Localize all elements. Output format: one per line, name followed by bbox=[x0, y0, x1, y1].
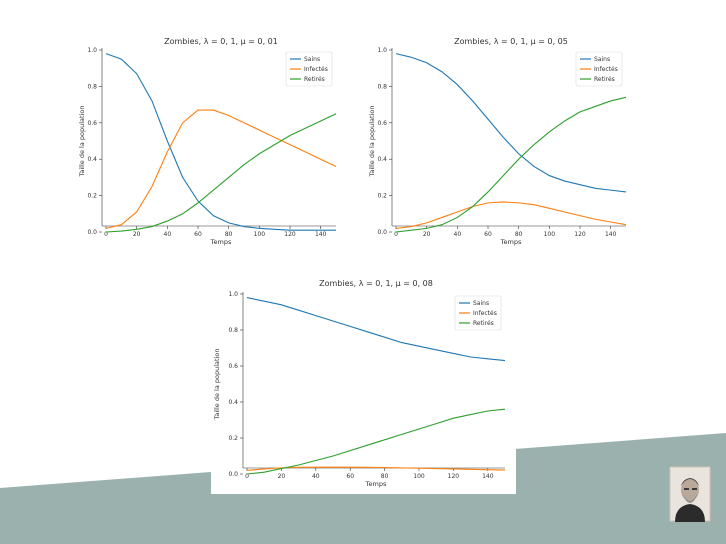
chart-3-series-retires-line bbox=[246, 408, 506, 475]
chart-3-svg: Zombies, λ = 0, 1, μ = 0, 08 0.0 0.2 0.4 0.6… bbox=[213, 279, 506, 488]
chart-2-series-retires-line bbox=[395, 96, 627, 233]
chart-2-x-tick-label: 120 bbox=[574, 231, 586, 238]
chart-3-x-tick-label: 20 bbox=[278, 473, 286, 480]
chart-2-x-tick-label: 80 bbox=[515, 231, 523, 238]
chart-2-legend-label-retires: Retirés bbox=[594, 76, 615, 83]
chart-1-x-tick-label: 60 bbox=[194, 231, 202, 238]
chart-3-y-tick-label: 0.2 bbox=[228, 435, 238, 442]
chart-3-y-tick-label: 0.4 bbox=[228, 399, 238, 406]
chart-3-series-infectes-line bbox=[246, 466, 506, 471]
chart-panel-1: Zombies, λ = 0, 1, μ = 0, 01 0.0 0.2 0.4 0.6… bbox=[76, 30, 346, 248]
chart-2-y-tick-label: 1.0 bbox=[377, 47, 387, 54]
chart-2-series-sains-line bbox=[395, 53, 627, 193]
chart-3-legend-label-sains: Sains bbox=[473, 300, 489, 307]
chart-3-legend-label-retires: Retirés bbox=[473, 320, 494, 327]
chart-1-x-tick-label: 120 bbox=[284, 231, 296, 238]
chart-2-x-tick-label: 0 bbox=[394, 231, 398, 238]
chart-2-y-axis-title: Taille de la population bbox=[368, 106, 376, 178]
chart-1-series-retires-line bbox=[105, 113, 337, 233]
chart-3-y-tick-label: 0.8 bbox=[228, 327, 238, 334]
chart-3-series-sains-line bbox=[246, 297, 506, 362]
chart-2-x-axis-title: Temps bbox=[500, 238, 522, 246]
chart-2-legend-label-infectes: Infectés bbox=[594, 66, 618, 73]
chart-3-x-axis-title: Temps bbox=[365, 480, 387, 488]
chart-1-legend-label-retires: Retirés bbox=[304, 76, 325, 83]
chart-3-legend-box bbox=[454, 295, 502, 331]
chart-1-series-sains-line bbox=[105, 53, 336, 231]
chart-panel-2: Zombies, λ = 0, 1, μ = 0, 05 0.0 0.2 0.4 0.6… bbox=[366, 30, 636, 248]
chart-1-series-infectes-line bbox=[105, 109, 337, 229]
portrait-photo bbox=[669, 466, 711, 522]
chart-2-x-tick-label: 20 bbox=[423, 231, 431, 238]
chart-1-x-tick-label: 0 bbox=[104, 231, 108, 238]
chart-1-y-tick-label: 0.6 bbox=[87, 120, 97, 127]
chart-1-legend-box bbox=[285, 51, 333, 87]
chart-2-svg: Zombies, λ = 0, 1, μ = 0, 05 0.0 0.2 0.4 0.6… bbox=[368, 37, 627, 246]
chart-3-y-tick-label: 0.6 bbox=[228, 363, 238, 370]
chart-1-svg: Zombies, λ = 0, 1, μ = 0, 01 0.0 0.2 0.4 0.6… bbox=[78, 37, 337, 246]
chart-2-x-tick-label: 60 bbox=[484, 231, 492, 238]
chart-1-y-axis-title: Taille de la population bbox=[78, 106, 86, 178]
chart-panel-3: Zombies, λ = 0, 1, μ = 0, 08 0.0 0.2 0.4 0.6… bbox=[211, 272, 516, 494]
chart-1-y-tick-label: 1.0 bbox=[87, 47, 97, 54]
chart-2-y-tick-label: 0.0 bbox=[377, 229, 387, 236]
chart-2-legend-label-sains: Sains bbox=[594, 56, 610, 63]
chart-1-x-tick-label: 20 bbox=[133, 231, 141, 238]
chart-3-x-tick-label: 100 bbox=[413, 473, 425, 480]
chart-2-x-tick-label: 140 bbox=[605, 231, 617, 238]
chart-3-legend-label-infectes: Infectés bbox=[473, 310, 497, 317]
chart-2-title: Zombies, λ = 0, 1, μ = 0, 05 bbox=[454, 37, 568, 46]
chart-3-x-tick-label: 0 bbox=[245, 473, 249, 480]
chart-2-x-tick-label: 100 bbox=[544, 231, 556, 238]
chart-1-x-tick-label: 140 bbox=[315, 231, 327, 238]
chart-1-y-tick-label: 0.8 bbox=[87, 83, 97, 90]
chart-3-y-tick-label: 0.0 bbox=[228, 471, 238, 478]
chart-1-title: Zombies, λ = 0, 1, μ = 0, 01 bbox=[164, 37, 278, 46]
chart-2-legend-box bbox=[575, 51, 623, 87]
chart-1-x-tick-label: 100 bbox=[254, 231, 266, 238]
chart-3-x-tick-label: 140 bbox=[482, 473, 494, 480]
chart-2-y-tick-label: 0.6 bbox=[377, 120, 387, 127]
chart-2-y-tick-label: 0.4 bbox=[377, 156, 387, 163]
chart-1-y-tick-label: 0.4 bbox=[87, 156, 97, 163]
chart-1-x-tick-label: 80 bbox=[225, 231, 233, 238]
chart-2-y-tick-label: 0.8 bbox=[377, 83, 387, 90]
chart-3-x-tick-label: 80 bbox=[381, 473, 389, 480]
chart-1-x-axis-title: Temps bbox=[210, 238, 232, 246]
chart-2-series-infectes-line bbox=[395, 201, 627, 229]
chart-3-y-axis-title: Taille de la population bbox=[213, 349, 221, 421]
chart-3-x-tick-label: 40 bbox=[312, 473, 320, 480]
chart-3-y-tick-label: 1.0 bbox=[228, 291, 238, 298]
chart-1-y-tick-label: 0.2 bbox=[87, 193, 97, 200]
chart-1-legend-label-sains: Sains bbox=[304, 56, 320, 63]
chart-3-title: Zombies, λ = 0, 1, μ = 0, 08 bbox=[319, 279, 433, 288]
chart-1-legend-label-infectes: Infectés bbox=[304, 66, 328, 73]
chart-1-y-tick-label: 0.0 bbox=[87, 229, 97, 236]
chart-2-y-tick-label: 0.2 bbox=[377, 193, 387, 200]
chart-1-x-tick-label: 40 bbox=[164, 231, 172, 238]
chart-3-x-tick-label: 60 bbox=[346, 473, 354, 480]
chart-3-x-tick-label: 120 bbox=[448, 473, 460, 480]
chart-2-x-tick-label: 40 bbox=[454, 231, 462, 238]
